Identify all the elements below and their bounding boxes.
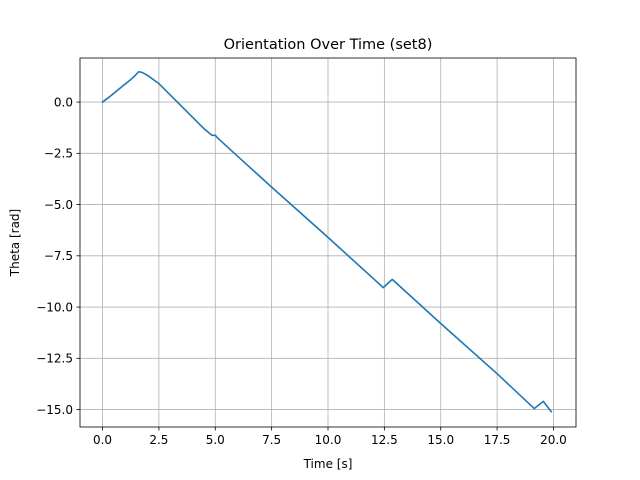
y-axis-label: Theta [rad] — [8, 209, 22, 277]
y-tick-label: −2.5 — [44, 147, 73, 161]
x-tick-label: 20.0 — [540, 433, 567, 447]
line-layer — [101, 70, 553, 413]
tick-layer: 0.0 2.5 5.0 7.5 10.0 12.5 15.0 17.5 20.0 0.0 −2.5 −… — [36, 95, 567, 447]
y-tick-label: −5.0 — [44, 198, 73, 212]
x-tick-label: 5.0 — [206, 433, 225, 447]
y-tick-label: −10.0 — [36, 300, 73, 314]
x-tick-label: 12.5 — [371, 433, 398, 447]
x-tick-label: 0.0 — [93, 433, 112, 447]
x-tick-label: 2.5 — [149, 433, 168, 447]
chart-title: Orientation Over Time (set8) — [224, 37, 433, 53]
x-axis-label: Time [s] — [303, 457, 353, 471]
series-line — [101, 70, 553, 413]
x-tick-label: 7.5 — [262, 433, 281, 447]
grid-layer — [80, 58, 576, 427]
x-tick-label: 15.0 — [427, 433, 454, 447]
y-tick-label: −12.5 — [36, 352, 73, 366]
y-tick-label: 0.0 — [54, 95, 73, 109]
y-tick-label: −7.5 — [44, 249, 73, 263]
x-tick-label: 17.5 — [484, 433, 511, 447]
x-tick-label: 10.0 — [315, 433, 342, 447]
y-tick-label: −15.0 — [36, 403, 73, 417]
